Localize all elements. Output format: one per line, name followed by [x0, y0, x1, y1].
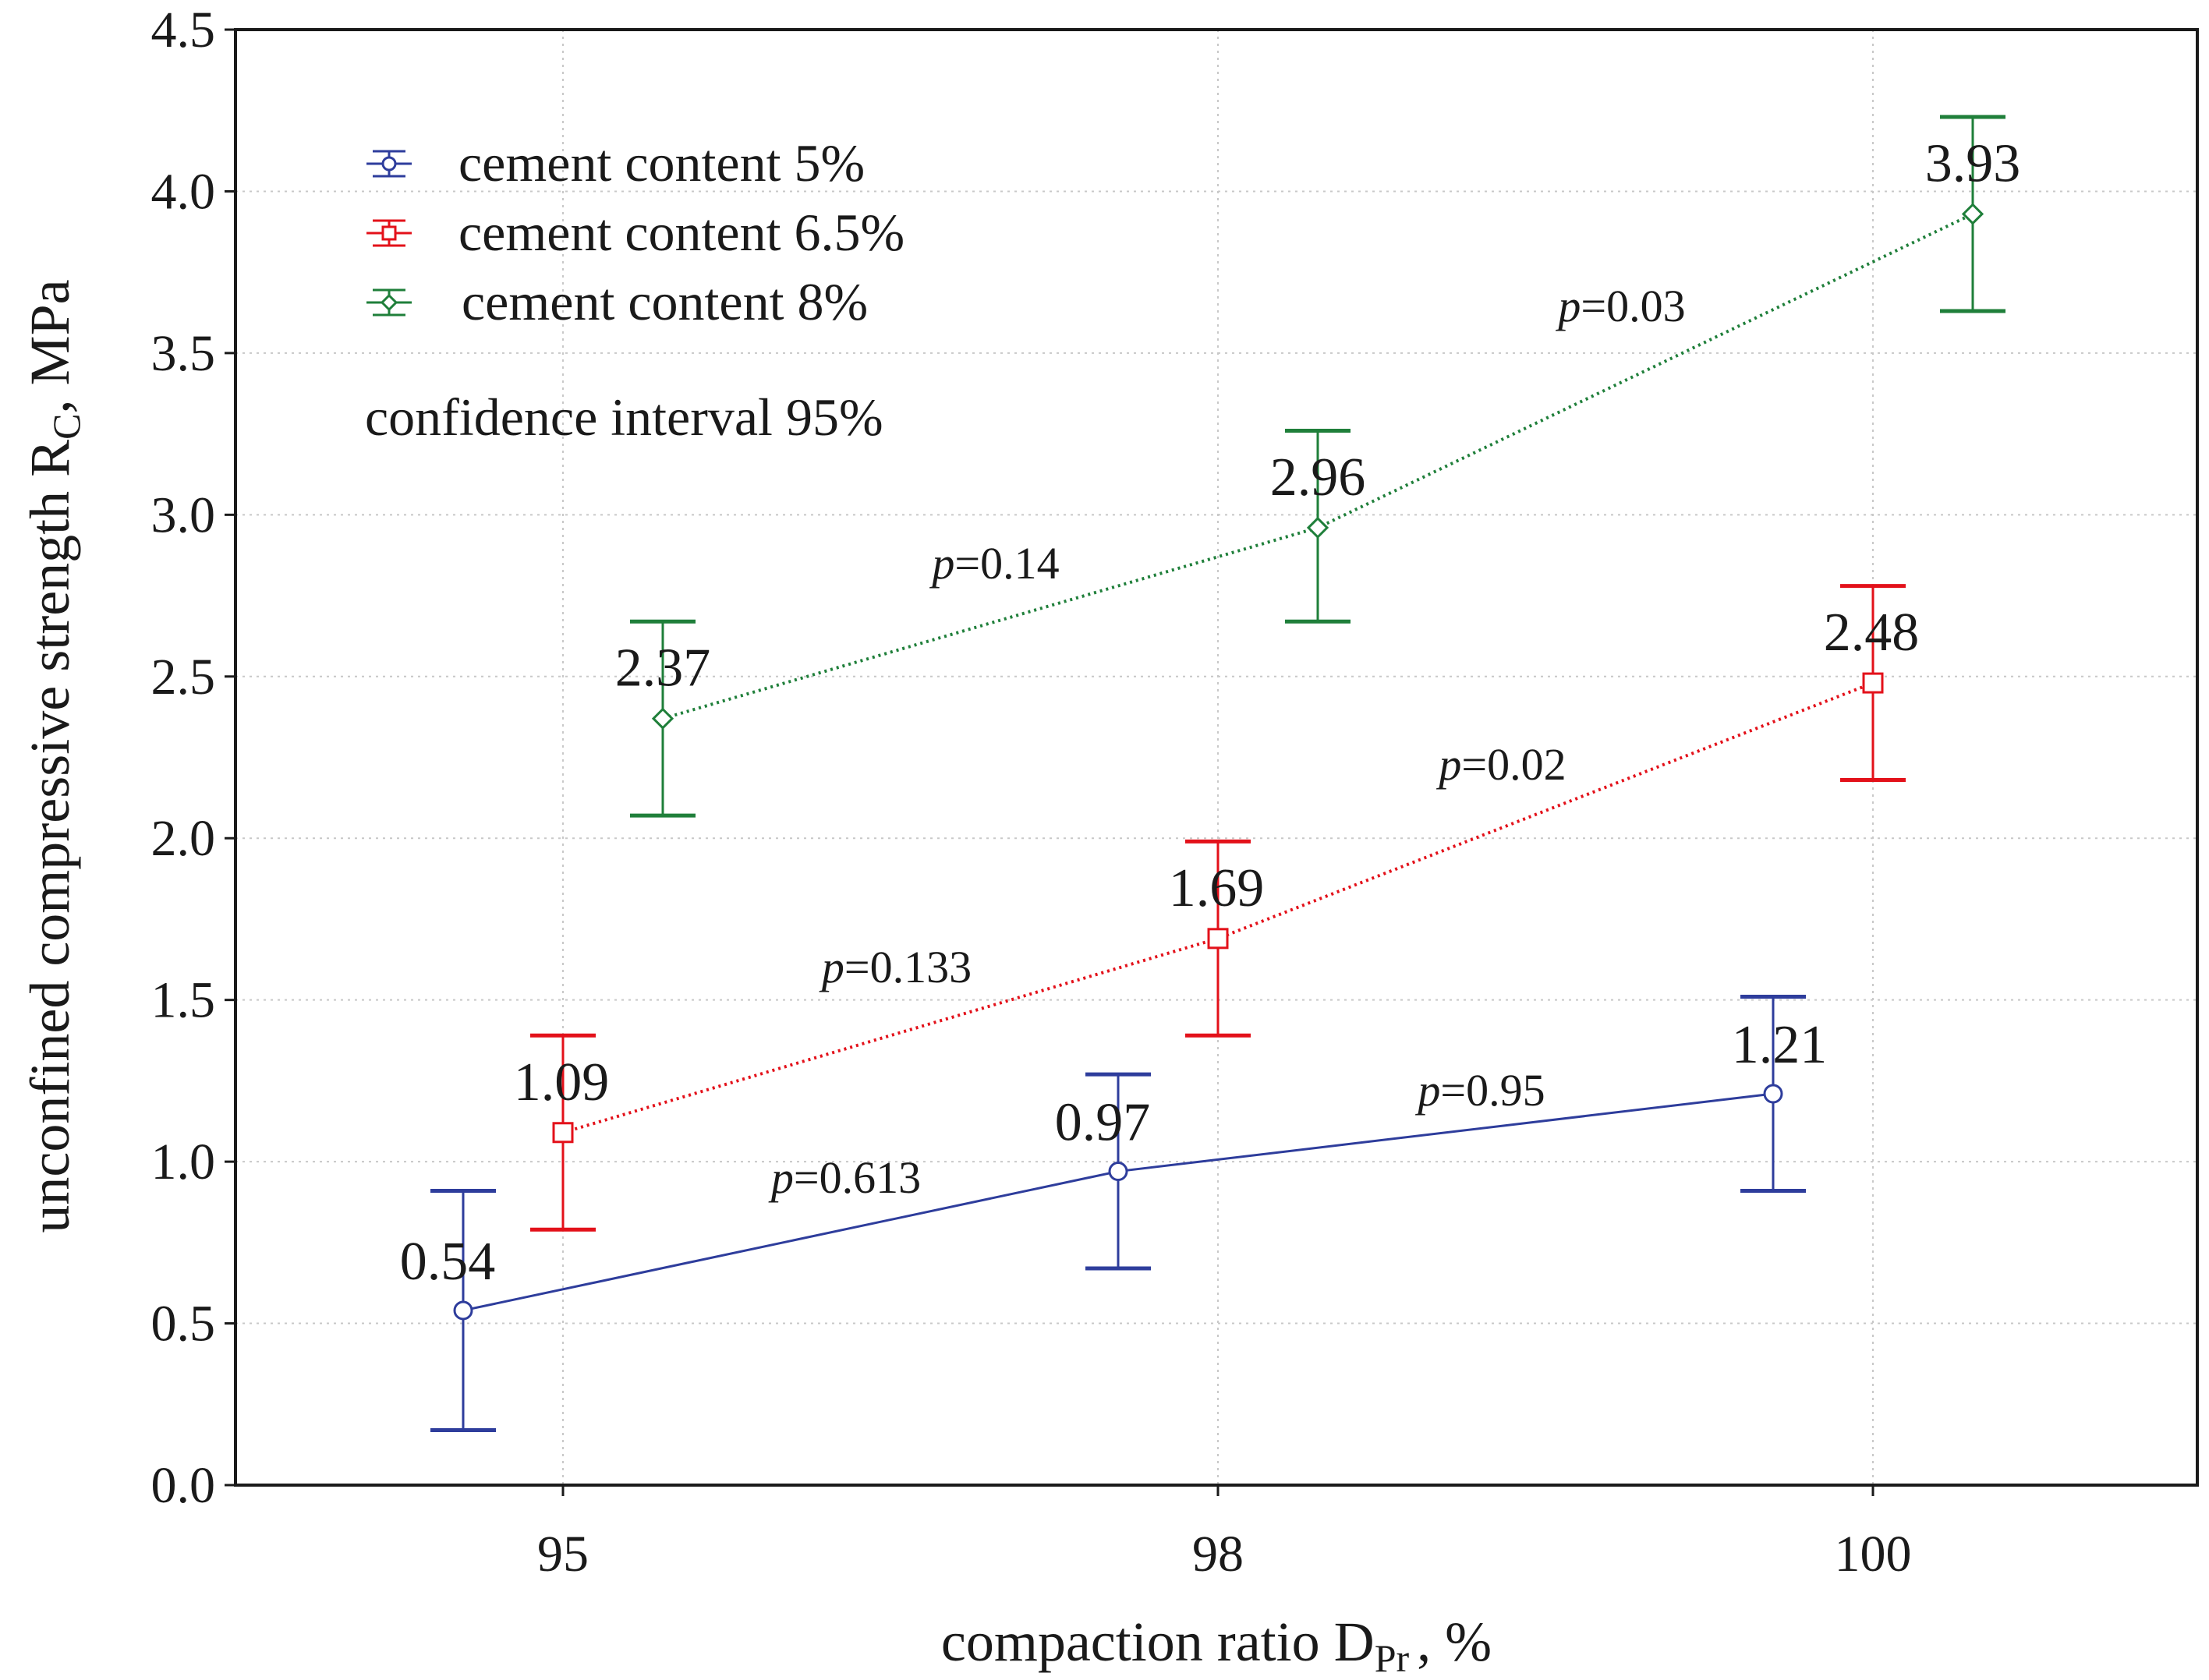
y-tick-label: 1.0 — [151, 1134, 216, 1190]
p-symbol: p — [929, 538, 954, 589]
x-axis-title-suffix: , % — [1417, 1611, 1492, 1673]
legend-item-2: cement content 8% — [366, 272, 868, 331]
data-point — [1763, 1084, 1783, 1104]
data-label: 2.48 — [1824, 603, 1920, 663]
y-tick-label: 3.0 — [151, 486, 216, 543]
x-tick-label: 95 — [537, 1526, 589, 1583]
data-point — [651, 707, 674, 730]
p-symbol: p — [1555, 281, 1581, 331]
data-point — [1862, 672, 1884, 694]
p-symbol: p — [768, 1152, 794, 1203]
y-tick-label: 4.5 — [151, 2, 216, 58]
x-axis-ticks: 95 98 100 — [537, 1485, 1912, 1583]
legend-marker-diamond — [380, 293, 398, 312]
x-tick-label: 100 — [1835, 1526, 1912, 1583]
legend-marker-square — [381, 225, 397, 241]
p-value-label: p=0.133 — [819, 942, 972, 992]
p-value: =0.02 — [1461, 739, 1566, 790]
data-point — [453, 1300, 473, 1321]
data-point — [1207, 928, 1229, 950]
data-label: 2.96 — [1270, 447, 1366, 508]
series-2: 2.372.963.93p=0.14p=0.03 — [615, 115, 2021, 818]
y-tick-label: 0.0 — [151, 1457, 216, 1514]
plot-frame — [234, 28, 2199, 1487]
data-point — [1108, 1162, 1128, 1182]
legend-label-1: cement content 6.5% — [458, 203, 904, 262]
y-axis-ticks: 0.0 0.5 1.0 1.5 2.0 2.5 3.0 3.5 4.0 4.5 — [151, 2, 235, 1514]
legend-label-2: cement content 8% — [462, 272, 868, 331]
x-axis-title-main: compaction ratio D — [941, 1611, 1375, 1673]
y-tick-label: 0.5 — [151, 1296, 216, 1353]
series-layer: 0.540.971.21p=0.613p=0.951.091.692.48p=0… — [400, 115, 2021, 1432]
data-point — [1306, 516, 1329, 539]
x-axis-title-subscript: Pr — [1375, 1636, 1410, 1680]
p-value-label: p=0.02 — [1435, 739, 1566, 790]
p-value-label: p=0.95 — [1414, 1065, 1545, 1116]
p-value: =0.03 — [1581, 281, 1685, 331]
p-value: =0.133 — [844, 942, 972, 992]
p-value: =0.613 — [794, 1152, 921, 1203]
p-value-label: p=0.613 — [768, 1152, 921, 1203]
legend: cement content 5% cement content 6.5% ce… — [365, 133, 904, 447]
y-axis-title-subscript: C — [44, 413, 88, 439]
legend-item-1: cement content 6.5% — [366, 203, 904, 262]
p-symbol: p — [1414, 1065, 1440, 1116]
data-label: 0.54 — [400, 1232, 496, 1292]
data-point — [1961, 203, 1984, 225]
y-tick-label: 1.5 — [151, 972, 216, 1029]
data-point — [552, 1122, 574, 1144]
data-label: 1.09 — [514, 1052, 610, 1112]
y-tick-label: 3.5 — [151, 325, 216, 382]
y-tick-label: 2.0 — [151, 810, 216, 867]
x-tick-label: 98 — [1192, 1526, 1244, 1583]
data-label: 0.97 — [1055, 1093, 1151, 1153]
data-label: 1.69 — [1169, 858, 1265, 918]
p-value-label: p=0.03 — [1555, 281, 1685, 331]
y-axis-title: unconfined compressive strength RC, MPa — [19, 279, 88, 1233]
y-tick-label: 4.0 — [151, 163, 216, 220]
x-axis-title: compaction ratio DPr, % — [941, 1611, 1492, 1680]
p-symbol: p — [819, 942, 844, 992]
p-symbol: p — [1435, 739, 1461, 790]
y-axis-title-suffix: , MPa — [19, 279, 81, 413]
confidence-note: confidence interval 95% — [365, 387, 883, 447]
legend-label-0: cement content 5% — [458, 133, 865, 193]
data-label: 1.21 — [1732, 1015, 1828, 1075]
data-label: 3.93 — [1925, 133, 2021, 193]
legend-item-0: cement content 5% — [366, 133, 865, 193]
legend-marker-circle — [381, 156, 397, 172]
y-tick-label: 2.5 — [151, 649, 216, 706]
p-value: =0.14 — [954, 538, 1059, 589]
p-value-label: p=0.14 — [929, 538, 1059, 589]
y-axis-title-main: unconfined compressive strength R — [19, 440, 81, 1233]
p-value: =0.95 — [1440, 1065, 1545, 1116]
data-label: 2.37 — [615, 638, 711, 699]
